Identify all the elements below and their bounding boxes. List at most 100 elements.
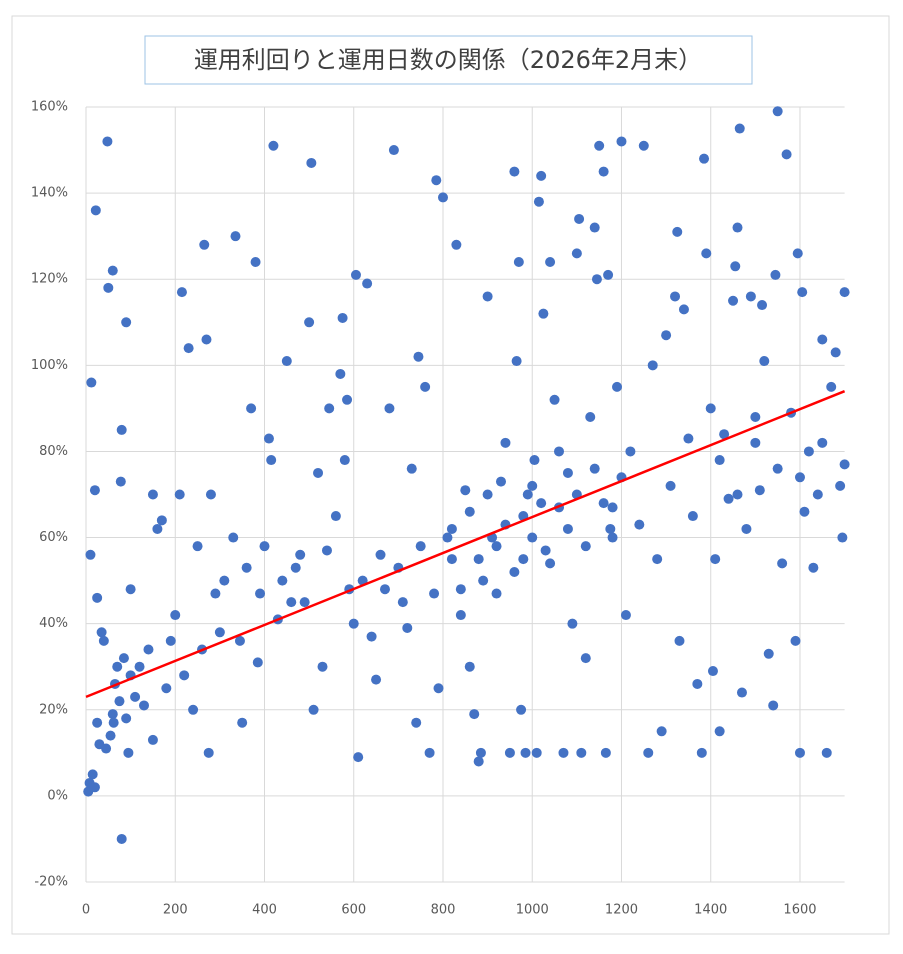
point bbox=[652, 554, 663, 565]
point bbox=[406, 463, 417, 474]
point bbox=[518, 554, 529, 565]
point bbox=[86, 377, 97, 388]
point bbox=[678, 304, 689, 315]
point bbox=[266, 455, 277, 466]
point bbox=[125, 584, 136, 595]
point bbox=[107, 265, 118, 276]
point bbox=[672, 226, 683, 237]
point bbox=[147, 734, 158, 745]
point bbox=[437, 192, 448, 203]
point bbox=[98, 635, 109, 646]
point bbox=[571, 248, 582, 259]
point bbox=[156, 515, 167, 526]
point bbox=[734, 123, 745, 134]
point bbox=[522, 489, 533, 500]
point bbox=[214, 627, 225, 638]
point bbox=[670, 291, 681, 302]
title-box bbox=[144, 35, 753, 85]
point bbox=[527, 532, 538, 543]
point bbox=[634, 519, 645, 530]
point bbox=[188, 704, 199, 715]
point bbox=[607, 502, 618, 513]
point bbox=[817, 437, 828, 448]
point bbox=[707, 666, 718, 677]
point bbox=[482, 489, 493, 500]
point bbox=[558, 747, 569, 758]
point bbox=[482, 291, 493, 302]
point bbox=[237, 717, 248, 728]
point bbox=[792, 248, 803, 259]
point bbox=[174, 489, 185, 500]
point bbox=[638, 140, 649, 151]
y-tick-label: 60% bbox=[39, 530, 68, 545]
point bbox=[509, 567, 520, 577]
point bbox=[286, 597, 297, 608]
point bbox=[161, 683, 172, 694]
point bbox=[772, 106, 783, 117]
point bbox=[115, 476, 126, 487]
point bbox=[252, 657, 263, 668]
point bbox=[203, 747, 214, 758]
point bbox=[531, 747, 542, 758]
point bbox=[692, 678, 703, 689]
point bbox=[85, 549, 96, 560]
point bbox=[732, 222, 743, 233]
point bbox=[295, 549, 306, 560]
point bbox=[451, 239, 462, 250]
point bbox=[411, 717, 422, 728]
point bbox=[562, 523, 573, 534]
point bbox=[102, 136, 113, 147]
point bbox=[839, 287, 850, 298]
point bbox=[107, 709, 118, 720]
point bbox=[643, 747, 654, 758]
point bbox=[839, 459, 850, 470]
point bbox=[112, 661, 123, 672]
point bbox=[574, 213, 585, 224]
point bbox=[625, 446, 636, 457]
point bbox=[362, 278, 373, 289]
point bbox=[549, 394, 560, 405]
point bbox=[147, 489, 158, 500]
point bbox=[567, 618, 578, 629]
point bbox=[339, 455, 350, 466]
point bbox=[413, 351, 424, 362]
point bbox=[176, 287, 187, 298]
point bbox=[192, 541, 203, 552]
point bbox=[511, 356, 522, 367]
point bbox=[230, 231, 241, 242]
point bbox=[431, 175, 442, 186]
point bbox=[554, 446, 565, 457]
point bbox=[442, 532, 453, 543]
point bbox=[616, 136, 627, 147]
y-tick-label: 0% bbox=[47, 788, 68, 803]
point bbox=[475, 747, 486, 758]
point bbox=[348, 618, 359, 629]
point bbox=[455, 610, 466, 621]
point bbox=[241, 562, 252, 573]
point bbox=[790, 635, 801, 646]
point bbox=[589, 463, 600, 474]
point bbox=[803, 446, 814, 457]
point bbox=[750, 437, 761, 448]
point bbox=[687, 511, 698, 522]
point bbox=[324, 403, 335, 414]
point bbox=[491, 588, 502, 599]
x-tick-label: 1400 bbox=[694, 903, 727, 918]
point bbox=[170, 610, 181, 621]
point bbox=[263, 433, 274, 444]
x-tick-label: 800 bbox=[431, 903, 456, 918]
y-tick-label: 20% bbox=[39, 702, 68, 717]
y-tick-label: 80% bbox=[39, 444, 68, 459]
point bbox=[504, 747, 515, 758]
point bbox=[594, 140, 605, 151]
x-tick-label: 200 bbox=[163, 903, 188, 918]
point bbox=[812, 489, 823, 500]
point bbox=[304, 317, 315, 328]
x-tick-label: 1200 bbox=[605, 903, 638, 918]
point bbox=[420, 381, 431, 392]
point bbox=[123, 747, 134, 758]
point bbox=[620, 610, 631, 621]
point bbox=[121, 713, 132, 724]
point bbox=[661, 330, 672, 341]
point bbox=[337, 312, 348, 323]
